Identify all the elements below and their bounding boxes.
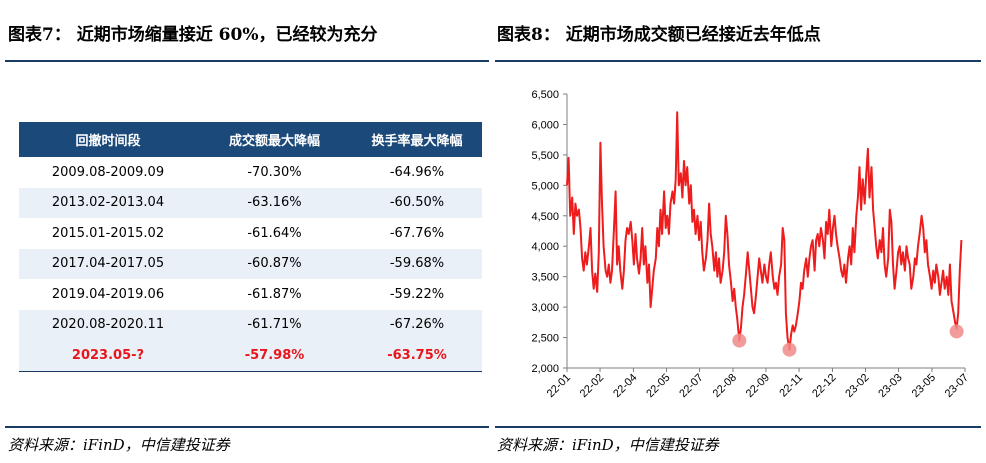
table-row: 2019.04-2019.06 -61.87% -59.22% [19,279,482,310]
table-row-current: 2023.05-? -57.98% -63.75% [19,340,482,372]
x-tick-label: 22-08 [711,372,739,400]
header-period: 回撤时间段 [19,122,197,157]
y-tick-label: 6,000 [531,119,559,131]
x-tick-label: 22-11 [777,372,805,400]
cell-amount-drop: -57.98% [197,340,352,372]
y-tick-label: 2,500 [531,333,559,345]
turnover-line-chart: 2,000 2,500 3,000 3,500 4,000 4,500 5,000 5,500… [531,89,971,400]
cell-rate-drop: -63.75% [352,340,482,372]
y-tick-label: 4,500 [531,211,559,223]
table-row: 2017.04-2017.05 -60.87% -59.68% [19,248,482,279]
y-axis: 2,000 2,500 3,000 3,500 4,000 4,500 5,000 5,500… [531,89,568,375]
header-turnover-rate-drop: 换手率最大降幅 [352,122,482,157]
title-divider-left [5,60,489,62]
cell-period: 2023.05-? [19,340,197,372]
source-note-left: 资料来源：iFinD，中信建投证券 [8,436,230,454]
cell-amount-drop: -63.16% [197,187,352,218]
table-row: 2020.08-2020.11 -61.71% -67.26% [19,309,482,340]
y-tick-label: 3,000 [531,302,559,314]
title-divider-right [495,60,981,62]
figure8-title: 图表8： 近期市场成交额已经接近去年低点 [497,25,821,45]
table-row: 2009.08-2009.09 -70.30% -64.96% [19,157,482,188]
x-axis: 22-01 22-02 22-04 22-05 22-07 22-08 22-09 22-11… [545,367,971,400]
turnover-series-line [566,111,963,351]
figure7-title: 图表7： 近期市场缩量接近 60%，已经较为充分 [8,25,378,45]
cell-period: 2009.08-2009.09 [19,157,197,188]
cell-amount-drop: -61.87% [197,279,352,310]
x-tick-label: 22-12 [810,372,838,400]
source-divider-right [495,426,981,428]
cell-period: 2019.04-2019.06 [19,279,197,310]
x-tick-label: 23-03 [876,372,904,400]
cell-rate-drop: -59.22% [352,279,482,310]
cell-period: 2017.04-2017.05 [19,248,197,279]
source-divider-left [5,426,489,428]
cell-rate-drop: -67.26% [352,309,482,340]
x-tick-label: 22-02 [578,372,606,400]
y-tick-label: 5,500 [531,150,559,162]
cell-period: 2013.02-2013.04 [19,187,197,218]
y-tick-label: 4,000 [531,241,559,253]
cell-amount-drop: -61.64% [197,218,352,249]
table-row: 2015.01-2015.02 -61.64% -67.76% [19,218,482,249]
x-tick-label: 22-04 [611,372,639,400]
cell-amount-drop: -61.71% [197,309,352,340]
table-row: 2013.02-2013.04 -63.16% -60.50% [19,187,482,218]
x-tick-label: 22-01 [545,372,573,400]
cell-rate-drop: -64.96% [352,157,482,188]
x-tick-label: 22-07 [677,372,705,400]
x-tick-label: 23-02 [843,372,871,400]
drawdown-table: 回撤时间段 成交额最大降幅 换手率最大降幅 2009.08-2009.09 -7… [19,122,482,372]
cell-period: 2020.08-2020.11 [19,309,197,340]
plot-area [566,111,964,357]
x-tick-label: 22-09 [744,372,772,400]
cell-rate-drop: -60.50% [352,187,482,218]
low-point-marker [732,333,747,348]
low-point-marker [949,324,964,339]
table-header-row: 回撤时间段 成交额最大降幅 换手率最大降幅 [19,122,482,157]
cell-rate-drop: -67.76% [352,218,482,249]
y-tick-label: 2,000 [531,363,559,375]
cell-rate-drop: -59.68% [352,248,482,279]
x-tick-label: 23-05 [910,372,938,400]
x-tick-label: 23-07 [943,372,971,400]
y-tick-label: 6,500 [531,89,559,101]
header-turnover-amount-drop: 成交额最大降幅 [197,122,352,157]
source-note-right: 资料来源：iFinD，中信建投证券 [497,436,719,454]
y-tick-label: 3,500 [531,272,559,284]
low-point-marker [782,342,797,357]
x-tick-label: 22-05 [644,372,672,400]
cell-period: 2015.01-2015.02 [19,218,197,249]
y-tick-label: 5,000 [531,180,559,192]
cell-amount-drop: -60.87% [197,248,352,279]
cell-amount-drop: -70.30% [197,157,352,188]
